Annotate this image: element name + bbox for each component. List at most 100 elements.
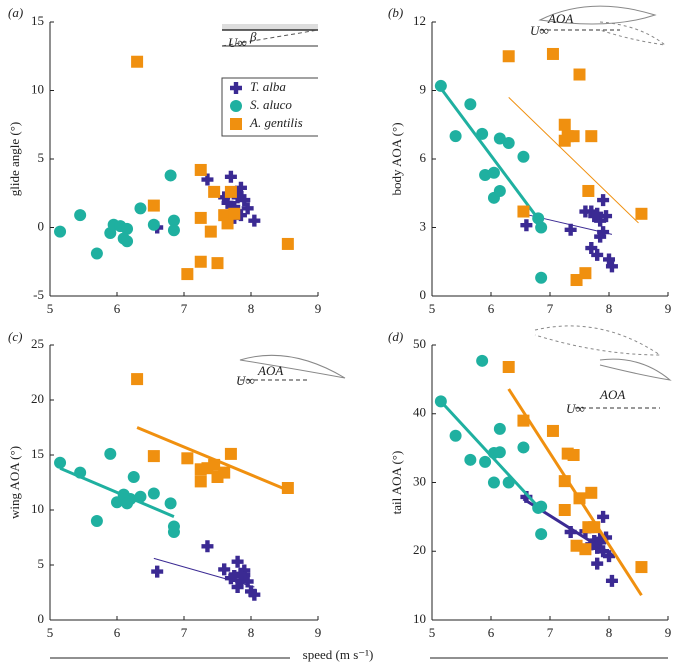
point (221, 196, 234, 209)
point (567, 130, 580, 143)
point (167, 224, 180, 237)
point (228, 570, 241, 582)
point (234, 574, 247, 587)
point (231, 191, 244, 204)
y-axis-label: glide angle (°) (7, 122, 22, 197)
x-tick-label: 7 (181, 301, 188, 316)
y-axis-label: body AOA (°) (389, 122, 404, 195)
point (588, 210, 601, 223)
y-tick-label: 10 (31, 501, 44, 516)
point (164, 497, 177, 510)
y-tick-label: 9 (420, 81, 427, 96)
point (201, 540, 214, 553)
point (464, 98, 477, 111)
x-tick-label: 6 (114, 625, 121, 640)
point (248, 588, 261, 601)
point (517, 205, 530, 218)
y-tick-label: 20 (413, 542, 426, 557)
inset-b (538, 5, 667, 46)
point (535, 528, 548, 541)
point (493, 132, 506, 145)
point (104, 447, 117, 460)
point (218, 563, 231, 576)
panel-label: (a) (8, 5, 23, 20)
y-tick-label: 15 (31, 446, 44, 461)
y-tick-label: 50 (413, 336, 426, 351)
inset-d (534, 325, 672, 409)
x-tick-label: 5 (429, 625, 436, 640)
point (594, 214, 607, 227)
point (234, 209, 247, 222)
inset-label: AOA (599, 387, 625, 402)
inset-a (221, 24, 319, 47)
y-tick-label: 0 (38, 611, 45, 626)
point (564, 223, 577, 236)
point (224, 447, 237, 460)
point (502, 137, 515, 150)
fit-line (136, 426, 289, 492)
point (476, 127, 489, 140)
point (228, 207, 241, 220)
point (181, 268, 194, 281)
point (603, 550, 615, 563)
point (520, 219, 533, 232)
legend-label: A. gentilis (249, 115, 303, 130)
point (635, 207, 648, 220)
point (224, 170, 237, 183)
point (147, 450, 160, 463)
inset-label: U∞ (530, 23, 549, 38)
point (591, 557, 604, 570)
point (535, 221, 548, 234)
inset-label: β (249, 29, 257, 44)
point (74, 209, 87, 222)
fit-line (507, 388, 643, 597)
point (449, 130, 462, 143)
point (234, 567, 247, 580)
point (238, 194, 251, 207)
y-tick-label: 40 (413, 405, 426, 420)
legend-marker (230, 118, 242, 130)
point (147, 199, 160, 212)
inset-label: U∞ (228, 35, 247, 50)
point (151, 565, 164, 578)
x-tick-label: 9 (665, 625, 672, 640)
point (121, 222, 134, 235)
fit-line (439, 87, 543, 224)
point (208, 185, 221, 198)
y-tick-label: 0 (420, 287, 427, 302)
point (594, 230, 607, 243)
point (605, 260, 618, 273)
point (204, 225, 217, 238)
x-tick-label: 9 (665, 301, 672, 316)
point (121, 235, 134, 248)
y-tick-label: 30 (413, 473, 426, 488)
point (54, 456, 67, 469)
x-tick-label: 6 (114, 301, 121, 316)
point (579, 543, 592, 556)
point (597, 510, 610, 523)
point (241, 575, 254, 588)
y-tick-label: 5 (38, 150, 45, 165)
x-tick-label: 5 (429, 301, 436, 316)
x-tick-label: 6 (488, 625, 495, 640)
point (127, 471, 140, 483)
point (218, 466, 231, 479)
legend-marker (230, 100, 242, 112)
point (464, 453, 477, 466)
point (434, 79, 447, 92)
y-tick-label: 12 (413, 13, 426, 28)
x-tick-label: 9 (315, 625, 322, 640)
point (221, 217, 234, 230)
x-tick-label: 9 (315, 301, 322, 316)
point (558, 504, 571, 516)
fit-line (439, 400, 543, 512)
point (231, 555, 244, 568)
inset-label: U∞ (566, 401, 585, 416)
point (181, 452, 194, 465)
point (585, 242, 598, 255)
point (147, 218, 160, 231)
point (194, 211, 207, 224)
point (582, 184, 595, 197)
legend-label: S. aluco (250, 97, 292, 112)
point (502, 361, 515, 373)
